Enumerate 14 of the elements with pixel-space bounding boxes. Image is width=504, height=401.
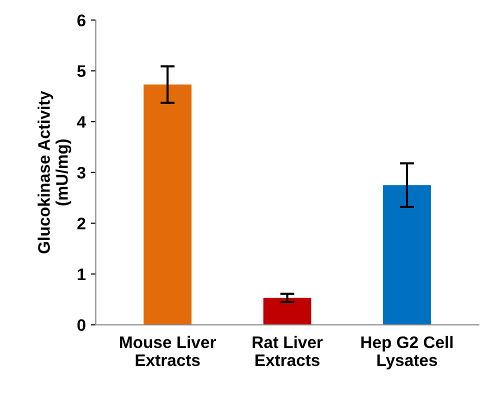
y-tick-label: 4	[77, 116, 86, 128]
y-tick-label: 1	[78, 268, 86, 280]
y-tick-label: 0	[77, 319, 86, 332]
x-tick-label: Rat Liver Extracts	[252, 336, 323, 366]
y-tick-label: 5	[77, 65, 86, 78]
y-axis-title: Glucokinase Activity (mU/mg)	[38, 90, 72, 254]
bar	[383, 185, 431, 325]
y-tick-label: 3	[77, 166, 86, 179]
x-tick-label: Hep G2 Cell Lysates	[361, 336, 453, 370]
x-tick-label: Mouse Liver Extracts	[120, 336, 216, 366]
y-tick-label: 6	[77, 14, 86, 26]
bar	[263, 298, 312, 325]
bar	[144, 84, 192, 325]
y-tick-label: 2	[77, 218, 86, 230]
